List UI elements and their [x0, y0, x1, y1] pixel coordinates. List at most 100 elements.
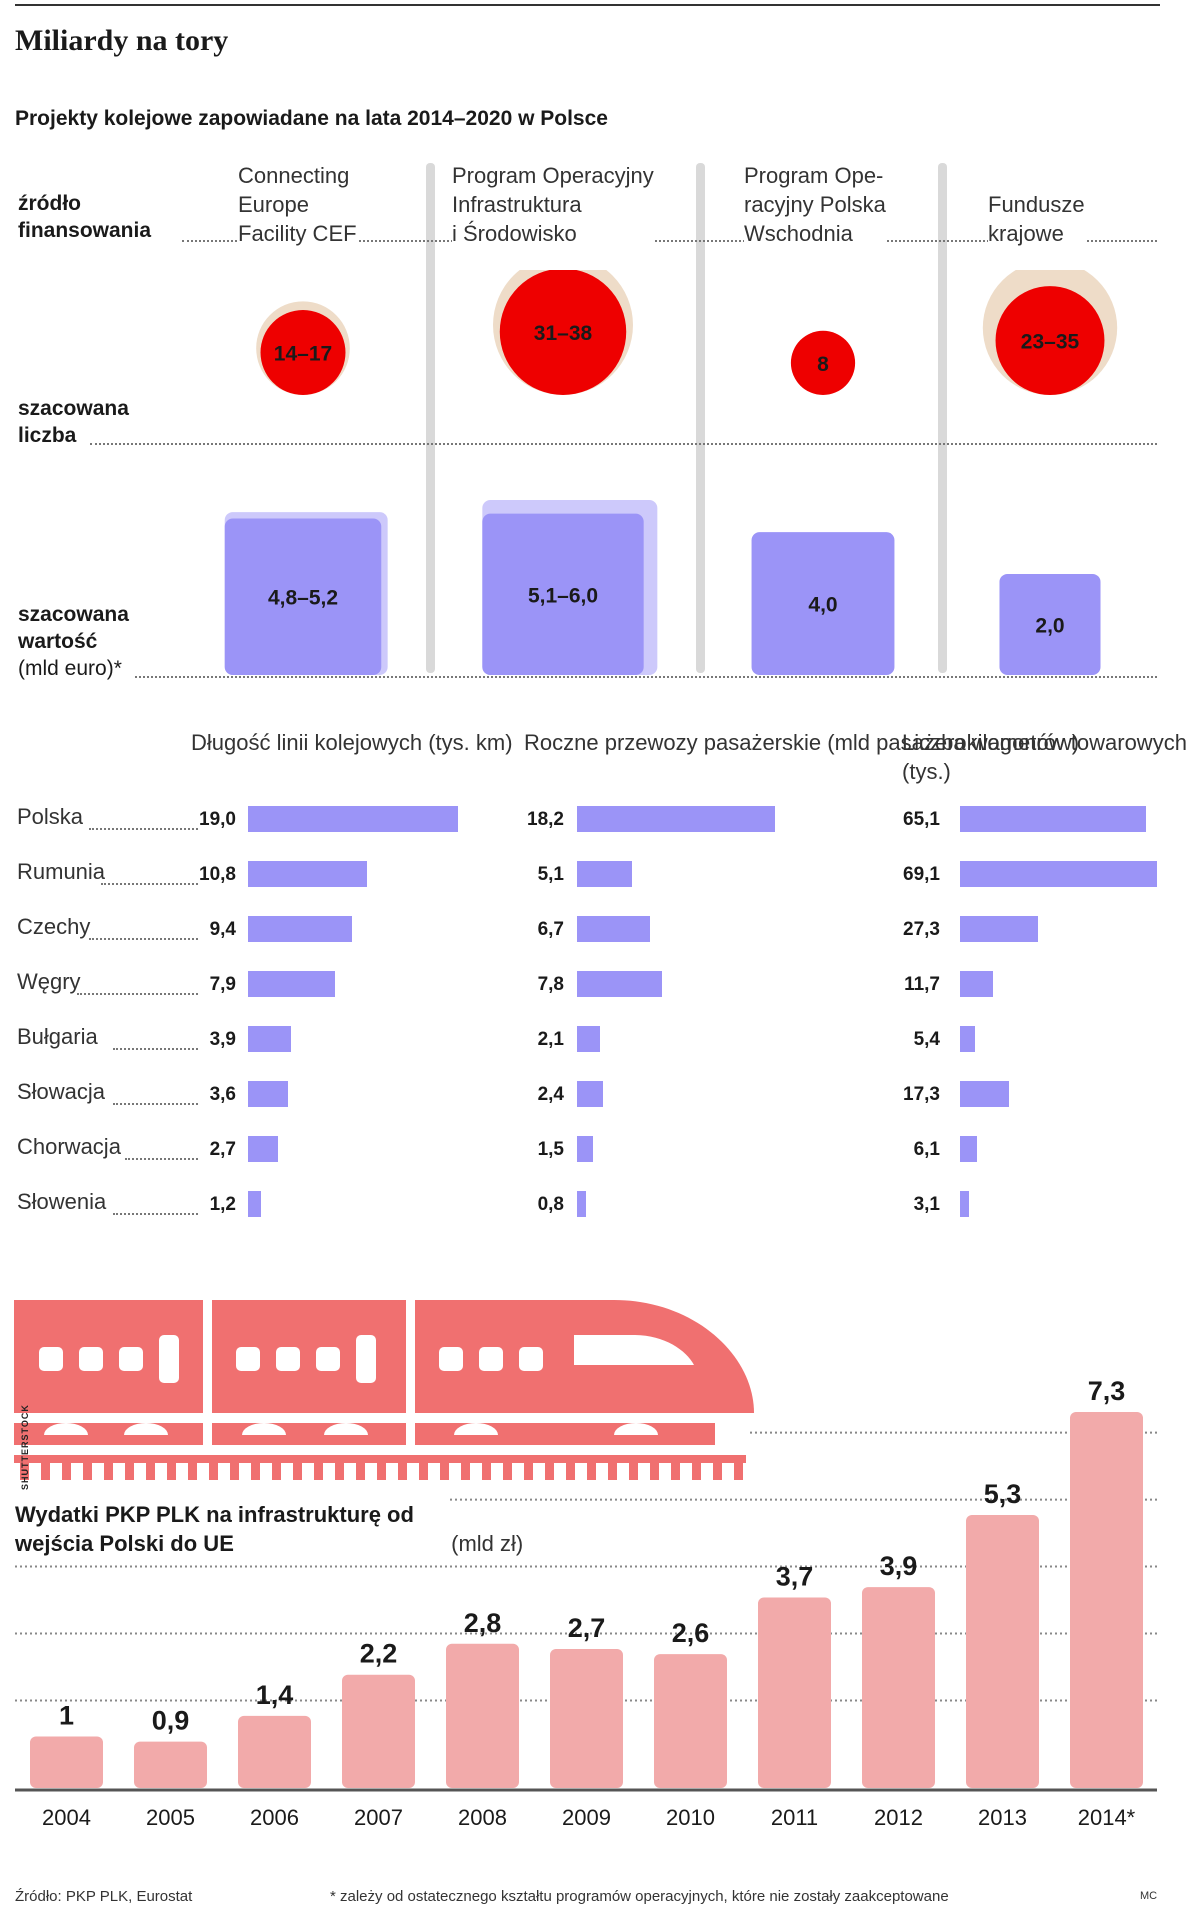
program-header-line: racyjny Polska — [744, 192, 886, 217]
bar — [960, 1191, 969, 1217]
rail-sleeper — [671, 1463, 680, 1480]
program-header-line: Infrastruktura — [452, 192, 582, 217]
bar — [577, 1026, 600, 1052]
bar — [1070, 1412, 1143, 1788]
rail-sleeper — [146, 1463, 155, 1480]
country-label: Polska — [17, 804, 84, 829]
bar — [577, 806, 775, 832]
program-header-line: Connecting — [238, 163, 350, 188]
data-label: 1,4 — [256, 1680, 294, 1710]
program-header-cef: Connecting Europe Facility CEF — [238, 161, 357, 248]
bar — [248, 916, 352, 942]
row-label-unit: (mld euro)* — [18, 657, 122, 680]
bottom-chart-title: Wydatki PKP PLK na infrastrukturę od wej… — [15, 1500, 523, 1558]
rail-sleeper — [251, 1463, 260, 1480]
program-header-line: Wschodnia — [744, 221, 853, 246]
value-label: 3,1 — [913, 1194, 940, 1215]
x-tick-label: 2009 — [562, 1805, 611, 1830]
metric-header-length: Długość linii kolejowych (tys. km) — [191, 730, 513, 755]
rail-sleeper — [608, 1463, 617, 1480]
value-label: 6,1 — [913, 1139, 940, 1160]
rail-sleeper — [377, 1463, 386, 1480]
value-label: 19,0 — [199, 809, 236, 830]
row-leader — [77, 993, 198, 995]
spending-chart: 1 2004 0,9 2005 1,4 2006 2,2 2007 2,8 2008 2,7 2009… — [15, 1380, 1157, 1830]
row-leader — [90, 443, 1157, 445]
country-label: Bułgaria — [17, 1024, 98, 1049]
box-label: 5,1–6,0 — [528, 584, 598, 607]
bar — [134, 1741, 207, 1788]
bar — [248, 861, 368, 887]
rail-sleeper — [356, 1463, 365, 1480]
bar — [550, 1648, 623, 1788]
program-header-line: Europe — [238, 192, 309, 217]
bubble-core — [499, 270, 627, 395]
rail-sleeper — [104, 1463, 113, 1480]
data-label: 5,3 — [984, 1479, 1022, 1509]
bar — [960, 1081, 1010, 1107]
rail-sleeper — [335, 1463, 344, 1480]
rail-sleeper — [461, 1463, 470, 1480]
rail-sleeper — [629, 1463, 638, 1480]
bar — [248, 971, 336, 997]
bar — [248, 1191, 262, 1217]
country-label: Słowenia — [17, 1189, 107, 1214]
value-label: 10,8 — [199, 864, 236, 885]
bar — [577, 1191, 586, 1217]
x-tick-label: 2011 — [771, 1805, 818, 1830]
bar — [960, 806, 1146, 832]
box-label: 2,0 — [1035, 614, 1064, 637]
bar — [30, 1736, 103, 1788]
row-leader — [135, 676, 1157, 678]
x-tick-label: 2012 — [874, 1805, 923, 1830]
value-label: 2,4 — [537, 1084, 564, 1105]
data-label: 3,9 — [880, 1551, 918, 1581]
program-header-line: Facility CEF — [238, 221, 357, 246]
footer-source: Źródło: PKP PLK, Eurostat — [15, 1888, 193, 1905]
bubble-core — [790, 330, 856, 395]
metric-header-passengers: Roczne przewozy pasażerskie (mld pasażer… — [524, 730, 1080, 755]
bar — [342, 1674, 415, 1788]
row-label-line: szacowana — [18, 397, 129, 420]
train-icon — [14, 1300, 754, 1480]
x-tick-label: 2014* — [1078, 1805, 1136, 1830]
x-tick-label: 2010 — [666, 1805, 715, 1830]
rail-sleeper — [482, 1463, 491, 1480]
bubble-label: 14–17 — [274, 343, 332, 366]
country-label: Czechy — [17, 914, 91, 939]
row-label-line: źródło — [18, 192, 81, 215]
x-tick-label: 2005 — [146, 1805, 195, 1830]
x-tick-label: 2004 — [42, 1805, 91, 1830]
bottom-chart-title-text: Wydatki PKP PLK na infrastrukturę od wej… — [15, 1502, 414, 1556]
row-leader — [89, 828, 198, 830]
rail-sleeper — [692, 1463, 701, 1480]
bar — [577, 916, 650, 942]
value-label: 6,7 — [537, 919, 564, 940]
row-leader — [113, 1103, 198, 1105]
program-header-line: krajowe — [988, 221, 1064, 246]
rail-sleeper — [650, 1463, 659, 1480]
value-label: 3,9 — [209, 1029, 236, 1050]
bar — [966, 1515, 1039, 1788]
rail-sleeper — [440, 1463, 449, 1480]
row-label-line: liczba — [18, 424, 77, 447]
value-label: 7,8 — [537, 974, 564, 995]
box-core — [999, 573, 1101, 675]
x-tick-label: 2006 — [250, 1805, 299, 1830]
bar — [577, 861, 633, 887]
bar — [248, 1136, 278, 1162]
program-header-line: Fundusze — [988, 192, 1085, 217]
rail-sleeper — [20, 1463, 29, 1480]
rail-sleeper — [734, 1463, 743, 1480]
bar — [248, 1026, 292, 1052]
box-core — [224, 518, 382, 675]
row-leader — [125, 1158, 198, 1160]
program-header-line: i Środowisko — [452, 221, 577, 246]
bottom-chart-unit: (mld zł) — [451, 1531, 524, 1556]
rail-sleeper — [62, 1463, 71, 1480]
rail-sleeper — [188, 1463, 197, 1480]
box-label: 4,8–5,2 — [268, 587, 338, 610]
value-label: 11,7 — [904, 974, 940, 995]
value-label: 2,1 — [537, 1029, 564, 1050]
bar — [758, 1597, 831, 1788]
